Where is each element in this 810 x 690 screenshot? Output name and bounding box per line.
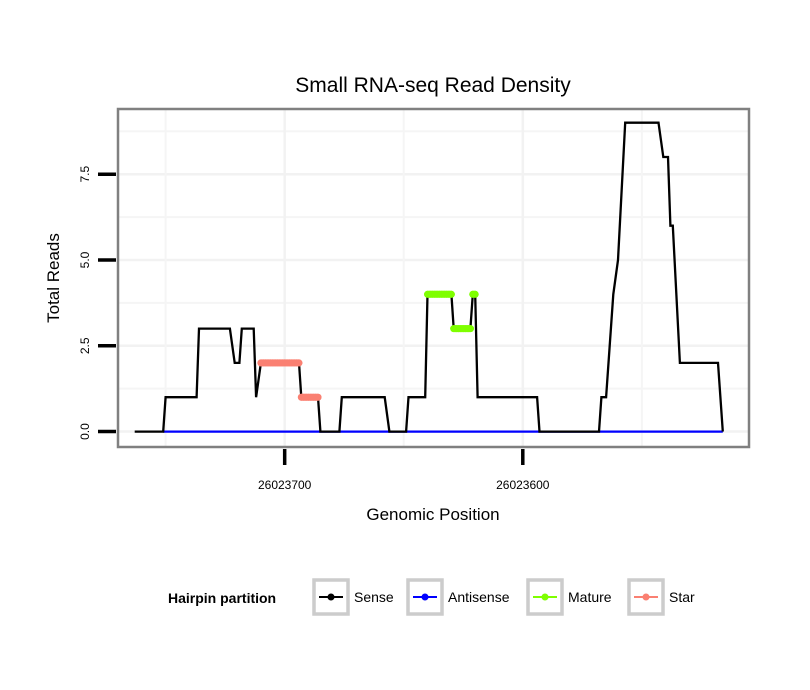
mature-point <box>466 325 474 333</box>
mature-point <box>471 290 479 298</box>
plot-panel-background <box>118 109 749 447</box>
y-tick-label: 2.5 <box>78 337 92 354</box>
legend-label-antisense: Antisense <box>448 589 510 605</box>
y-axis: 0.0 2.5 5.0 7.5 <box>78 166 116 440</box>
legend-key-point <box>421 593 429 601</box>
legend-label-star: Star <box>669 589 695 605</box>
legend-key-point <box>327 593 335 601</box>
star-point <box>295 359 303 367</box>
legend-key-point <box>642 593 650 601</box>
plot-panel-border <box>116 107 751 449</box>
legend-label-mature: Mature <box>568 589 612 605</box>
legend: Hairpin partition Sense Antisense Mature St… <box>168 578 695 616</box>
x-tick-label: 26023600 <box>496 478 550 492</box>
star-point <box>314 393 322 401</box>
x-tick-label: 26023700 <box>258 478 312 492</box>
y-tick-label: 5.0 <box>78 251 92 268</box>
legend-label-sense: Sense <box>354 589 394 605</box>
data-layer <box>134 121 724 433</box>
legend-title: Hairpin partition <box>168 590 276 606</box>
x-axis: 26023700 26023600 <box>258 449 550 492</box>
x-axis-title: Genomic Position <box>366 505 499 524</box>
y-tick-label: 7.5 <box>78 166 92 183</box>
chart-title: Small RNA-seq Read Density <box>295 74 571 97</box>
sense-series-line <box>134 121 724 433</box>
y-tick-label: 0.0 <box>78 423 92 440</box>
legend-key-point <box>541 593 549 601</box>
mature-point <box>447 290 455 298</box>
y-axis-title: Total Reads <box>44 233 63 323</box>
